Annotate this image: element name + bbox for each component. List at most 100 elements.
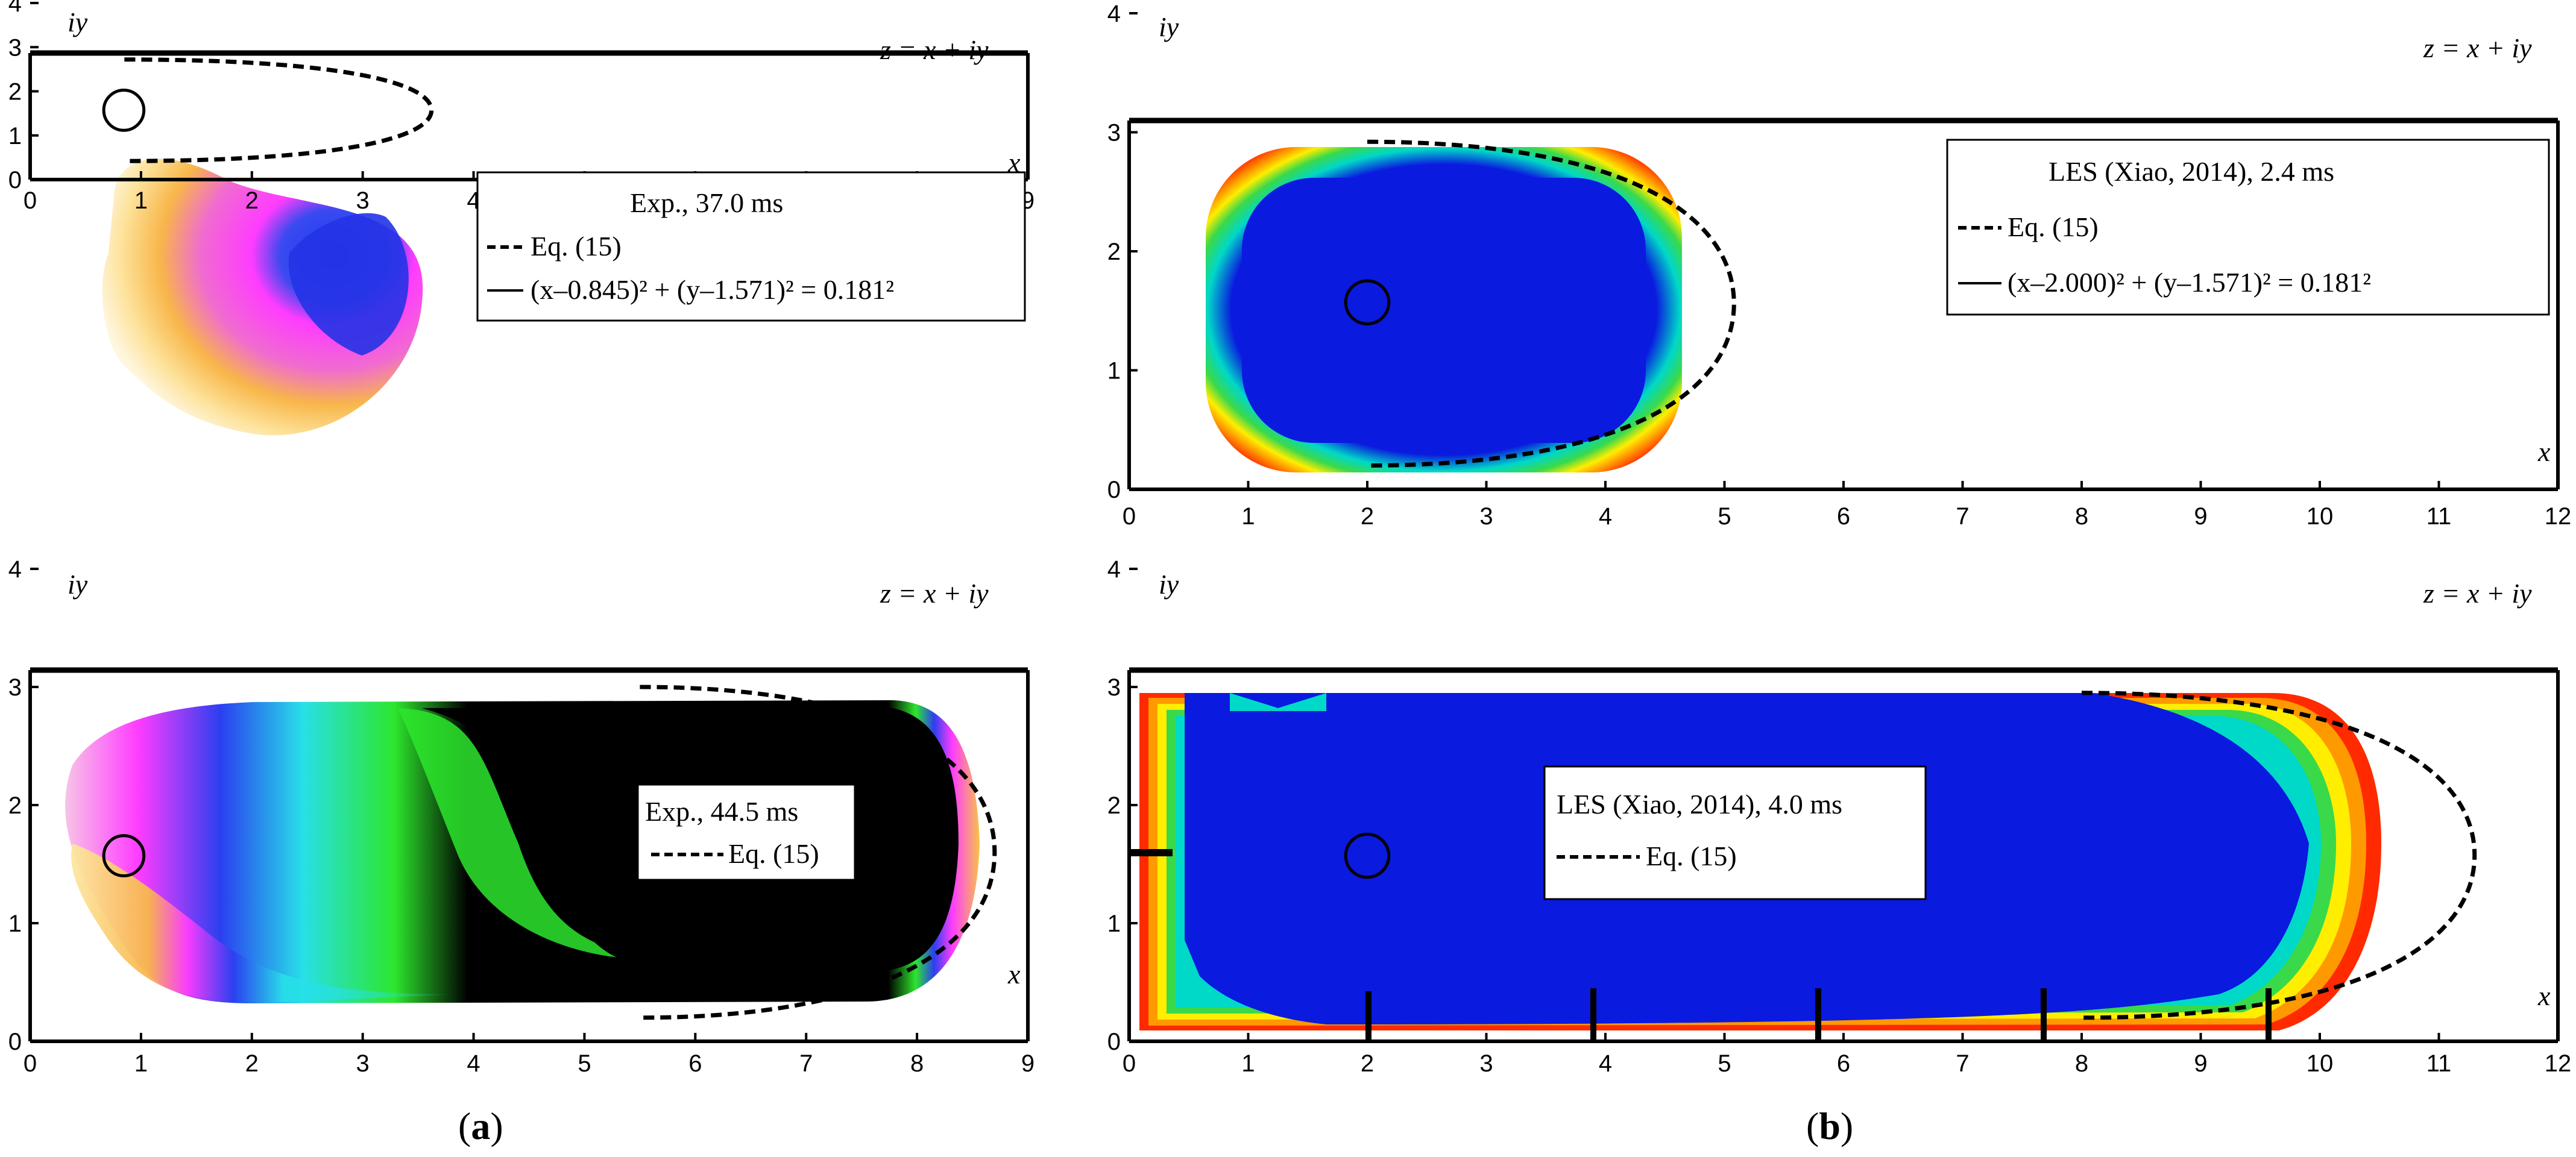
field-a-bottom xyxy=(65,700,980,1003)
x-tick-label: 6 xyxy=(688,1050,702,1077)
x-tick-label: 2 xyxy=(1361,503,1374,530)
legend-title: Exp., 37.0 ms xyxy=(630,187,783,218)
x-tick-label: 4 xyxy=(1599,1050,1612,1077)
x-tick-label: 8 xyxy=(910,1050,924,1077)
x-tick-label: 8 xyxy=(2075,503,2088,530)
legend-eq15: Eq. (15) xyxy=(728,838,819,869)
y-tick-label: 1 xyxy=(8,123,22,149)
y-tick-label: 0 xyxy=(1107,477,1121,503)
caption-b: (b) xyxy=(1806,1105,1853,1147)
eq15-curve xyxy=(1367,139,1736,468)
eq15-curve xyxy=(124,57,434,163)
y-tick-label: 0 xyxy=(8,167,22,193)
x-tick-label: 5 xyxy=(1718,503,1731,530)
x-tick-label: 7 xyxy=(799,1050,813,1077)
y-tick-label: 0 xyxy=(8,1029,22,1055)
y-tick-label: 3 xyxy=(8,34,22,61)
eq15-curve xyxy=(640,685,997,1020)
y-axis-label: iy xyxy=(1159,11,1179,42)
x-axis-label: x xyxy=(1007,959,1021,989)
plane-label: z = x + iy xyxy=(880,34,989,65)
x-tick-label: 11 xyxy=(2426,503,2452,530)
legend-eq15: Eq. (15) xyxy=(2008,212,2099,242)
legend-circle-eq: (x–2.000)² + (y–1.571)² = 0.181² xyxy=(2008,267,2371,298)
x-tick-label: 0 xyxy=(1123,503,1136,530)
x-tick-label: 12 xyxy=(2545,503,2572,530)
x-tick-label: 2 xyxy=(245,187,259,214)
x-tick-label: 4 xyxy=(467,1050,480,1077)
y-tick-label: 3 xyxy=(1107,120,1121,146)
y-tick-label: 0 xyxy=(1107,1029,1121,1055)
x-tick-label: 6 xyxy=(1837,1050,1850,1077)
x-tick-label: 0 xyxy=(24,187,37,214)
y-tick-label: 3 xyxy=(1107,674,1121,701)
x-tick-label: 3 xyxy=(1479,503,1493,530)
legend-box xyxy=(1543,765,1927,900)
legend-box xyxy=(476,171,1026,322)
x-axis-label: x xyxy=(1007,147,1021,178)
cylinder-circle xyxy=(102,89,146,132)
y-tick-label: 1 xyxy=(1107,358,1121,384)
y-tick-label: 3 xyxy=(8,674,22,701)
x-tick-label: 9 xyxy=(1021,1050,1034,1077)
x-tick-label: 9 xyxy=(2194,1050,2207,1077)
x-tick-label: 11 xyxy=(2426,1050,2452,1077)
mesh-spikes xyxy=(1129,849,2272,1041)
field-b-top xyxy=(1206,147,1682,472)
eq15-curve xyxy=(2081,691,2477,1020)
x-tick-label: 1 xyxy=(134,187,148,214)
x-tick-label: 8 xyxy=(2075,1050,2088,1077)
legend-title: LES (Xiao, 2014), 4.0 ms xyxy=(1557,789,1842,820)
legend-box xyxy=(1946,139,2550,316)
x-tick-label: 0 xyxy=(24,1050,37,1077)
panel-a-bottom: 0 1 2 3 4 5 6 7 8 9 0 1 2 3 4 iy x z = x + iy Exp., 44… xyxy=(8,556,1034,1077)
caption-a: (a) xyxy=(458,1105,503,1147)
x-tick-label: 2 xyxy=(245,1050,259,1077)
x-tick-label: 1 xyxy=(1241,1050,1255,1077)
legend-box xyxy=(637,783,856,881)
x-tick-label: 7 xyxy=(1956,503,1969,530)
y-axis-label: iy xyxy=(68,569,88,600)
y-tick-label: 1 xyxy=(8,911,22,937)
plane-label: z = x + iy xyxy=(2423,33,2532,63)
legend-title: Exp., 44.5 ms xyxy=(645,796,798,827)
x-tick-label: 7 xyxy=(1956,1050,1969,1077)
legend-a-top: Exp., 37.0 ms Eq. (15) (x–0.845)² + (y–1… xyxy=(476,171,1026,322)
x-axis-label: x xyxy=(2537,436,2551,467)
x-tick-label: 10 xyxy=(2307,1050,2334,1077)
x-tick-label: 5 xyxy=(578,1050,591,1077)
cylinder-circle xyxy=(1344,832,1391,879)
x-tick-label: 3 xyxy=(1479,1050,1493,1077)
y-tick-label: 2 xyxy=(1107,239,1121,265)
y-tick-label: 2 xyxy=(8,792,22,819)
x-tick-label: 2 xyxy=(1361,1050,1374,1077)
x-tick-label: 4 xyxy=(1599,503,1612,530)
x-tick-label: 5 xyxy=(1718,1050,1731,1077)
x-tick-label: 3 xyxy=(356,1050,370,1077)
legend-a-bottom: Exp., 44.5 ms Eq. (15) xyxy=(637,783,856,881)
y-tick-label: 4 xyxy=(8,0,22,17)
x-tick-label: 10 xyxy=(2307,503,2334,530)
y-tick-label: 1 xyxy=(1107,911,1121,937)
cylinder-circle xyxy=(1344,279,1391,325)
plane-label: z = x + iy xyxy=(880,578,989,609)
x-tick-label: 3 xyxy=(356,187,370,214)
field-a-top xyxy=(102,158,423,436)
x-tick-label: 9 xyxy=(2194,503,2207,530)
y-tick-label: 4 xyxy=(8,556,22,583)
y-tick-label: 2 xyxy=(8,79,22,105)
y-axis-label: iy xyxy=(68,7,88,37)
y-tick-label: 2 xyxy=(1107,792,1121,819)
legend-eq15: Eq. (15) xyxy=(531,231,622,262)
x-tick-label: 1 xyxy=(134,1050,148,1077)
legend-eq15: Eq. (15) xyxy=(1646,841,1737,871)
x-tick-label: 1 xyxy=(1241,503,1255,530)
x-tick-label: 0 xyxy=(1123,1050,1136,1077)
y-axis-label: iy xyxy=(1159,569,1179,600)
x-tick-label: 12 xyxy=(2545,1050,2572,1077)
cylinder-circle xyxy=(102,834,146,877)
